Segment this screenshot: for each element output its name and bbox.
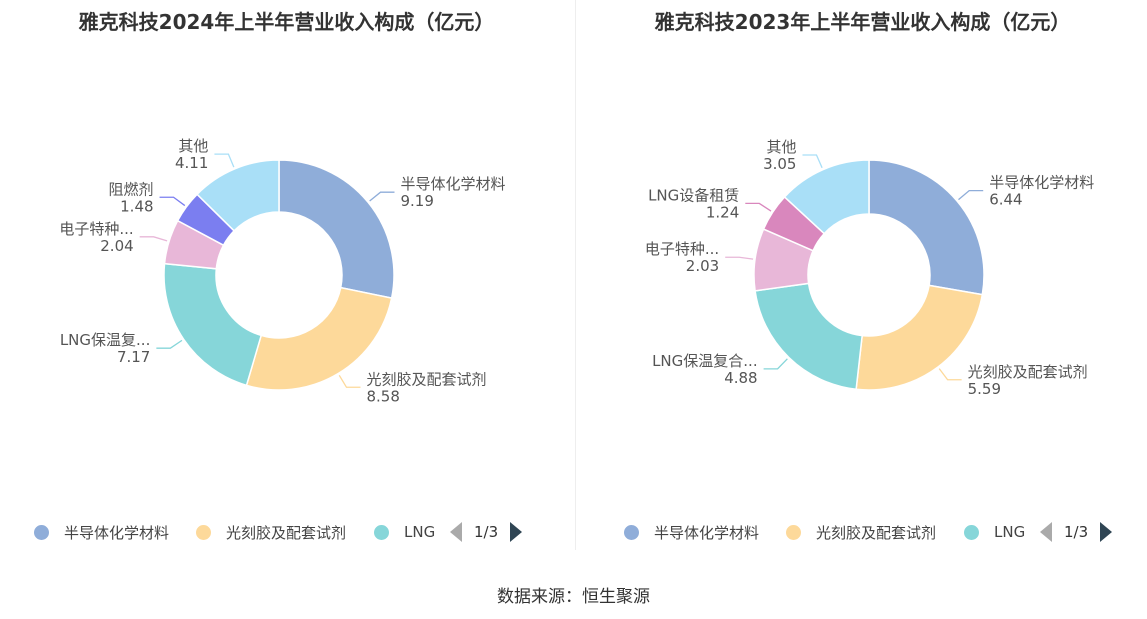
legend-item[interactable]: 光刻胶及配套试剂 (196, 518, 346, 546)
slice-value-label: 5.59 (968, 380, 1001, 398)
label-leader-line (338, 374, 361, 388)
label-leader-line (159, 196, 186, 207)
slice-label: 半导体化学材料 (401, 175, 506, 193)
slice-label: LNG设备租赁 (648, 186, 739, 204)
slice-label: LNG保温复合... (652, 352, 758, 370)
prev-page-icon[interactable] (1040, 522, 1052, 542)
slice-value-label: 9.19 (401, 192, 434, 210)
legend-label: 半导体化学材料 (64, 523, 170, 542)
label-leader-line (802, 154, 823, 169)
data-source: 数据来源：恒生聚源 (497, 587, 650, 607)
legend-label: 光刻胶及配套试剂 (816, 523, 937, 542)
slice-label: 阻燃剂 (109, 180, 154, 198)
slice-value-label: 6.44 (989, 191, 1022, 209)
legend-label: 光刻胶及配套试剂 (226, 523, 347, 542)
slice-value-label: 4.88 (724, 369, 757, 387)
legend-pager: 1/3 (450, 518, 523, 546)
legend: 半导体化学材料 光刻胶及配套试剂 LNG 1/3 (0, 518, 573, 546)
chart-panel-2023: 雅克科技2023年上半年营业收入构成（亿元） 半导体化学材料 6.44 光刻胶及配套… (576, 0, 1147, 550)
label-leader-line (725, 256, 754, 260)
legend-item[interactable]: 光刻胶及配套试剂 (786, 518, 936, 546)
label-leader-line (139, 236, 168, 242)
label-leader-line (214, 153, 235, 168)
label-leader-line (369, 191, 395, 202)
label-leader-line (763, 358, 788, 370)
legend-pager: 1/3 (1040, 518, 1113, 546)
donut-slice[interactable] (783, 159, 870, 235)
legend-marker (624, 524, 639, 540)
legend-page-indicator: 1/3 (1064, 523, 1089, 541)
slice-label: 光刻胶及配套试剂 (366, 370, 486, 388)
legend-item[interactable]: LNG (964, 518, 1028, 546)
legend-marker (786, 524, 801, 540)
next-page-icon[interactable] (510, 522, 523, 542)
legend: 半导体化学材料 光刻胶及配套试剂 LNG 1/3 (576, 518, 1147, 546)
slice-label: 其他 (178, 137, 208, 155)
slice-label: 光刻胶及配套试剂 (968, 363, 1088, 381)
slice-label: 电子特种... (59, 220, 133, 238)
chart-title: 雅克科技2024年上半年营业收入构成（亿元） (78, 10, 495, 34)
chart-title: 雅克科技2023年上半年营业收入构成（亿元） (654, 10, 1071, 34)
label-leader-line (156, 339, 183, 349)
legend-label: LNG (994, 523, 1026, 541)
slice-value-label: 8.58 (366, 387, 399, 405)
legend-marker (964, 524, 979, 540)
slice-value-label: 3.05 (763, 155, 796, 173)
legend-label: 半导体化学材料 (654, 523, 760, 542)
slice-value-label: 1.48 (120, 197, 153, 215)
label-leader-line (938, 368, 962, 381)
panel-divider (575, 0, 576, 550)
slice-label: LNG保温复... (60, 331, 151, 349)
donut-slice[interactable] (196, 159, 280, 232)
slice-label: 其他 (766, 138, 796, 156)
label-leader-line (958, 189, 984, 201)
legend-label: LNG (404, 523, 436, 541)
donut-slice[interactable] (868, 159, 985, 296)
donut-slice[interactable] (163, 262, 263, 387)
slice-value-label: 4.11 (175, 154, 208, 172)
legend-item[interactable]: LNG (374, 518, 438, 546)
next-page-icon[interactable] (1100, 522, 1113, 542)
donut-slice[interactable] (245, 286, 393, 391)
slice-label: 电子特种... (645, 240, 719, 258)
donut-slice[interactable] (278, 159, 395, 299)
legend-marker (34, 524, 49, 540)
legend-marker (196, 524, 211, 540)
slice-value-label: 1.24 (706, 203, 739, 221)
label-leader-line (745, 202, 772, 212)
slice-value-label: 2.04 (100, 237, 133, 255)
slice-value-label: 7.17 (117, 348, 150, 366)
legend-item[interactable]: 半导体化学材料 (624, 518, 759, 546)
donut-slice[interactable] (855, 284, 984, 391)
chart-panel-2024: 雅克科技2024年上半年营业收入构成（亿元） 半导体化学材料 9.19 光刻胶及配套… (0, 0, 573, 550)
donut-slice[interactable] (754, 282, 863, 391)
legend-marker (374, 524, 389, 540)
prev-page-icon[interactable] (450, 522, 462, 542)
slice-value-label: 2.03 (686, 257, 719, 275)
legend-item[interactable]: 半导体化学材料 (34, 518, 169, 546)
slice-label: 半导体化学材料 (989, 174, 1094, 192)
legend-page-indicator: 1/3 (474, 523, 499, 541)
